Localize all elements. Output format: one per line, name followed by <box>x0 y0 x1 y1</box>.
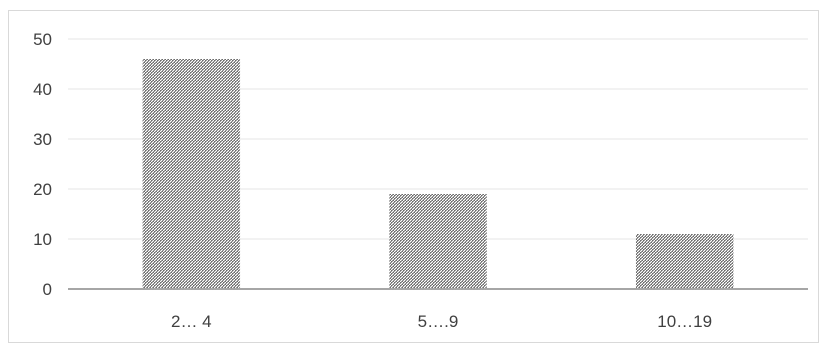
x-tick-label: 5….9 <box>418 312 459 331</box>
y-tick-label: 20 <box>33 180 52 199</box>
y-tick-label: 40 <box>33 80 52 99</box>
y-tick-label: 50 <box>33 30 52 49</box>
x-axis-tick-labels: 2… 4 5….9 10…19 <box>171 312 712 331</box>
x-tick-label: 2… 4 <box>171 312 212 331</box>
y-axis-tick-labels: 0 10 20 30 40 50 <box>33 30 52 299</box>
bar-2 <box>389 194 487 289</box>
y-tick-label: 0 <box>43 280 52 299</box>
bars <box>142 59 734 289</box>
y-tick-label: 30 <box>33 130 52 149</box>
bar-1 <box>142 59 241 289</box>
bar-3 <box>635 234 734 289</box>
x-tick-label: 10…19 <box>657 312 712 331</box>
y-tick-label: 10 <box>33 230 52 249</box>
